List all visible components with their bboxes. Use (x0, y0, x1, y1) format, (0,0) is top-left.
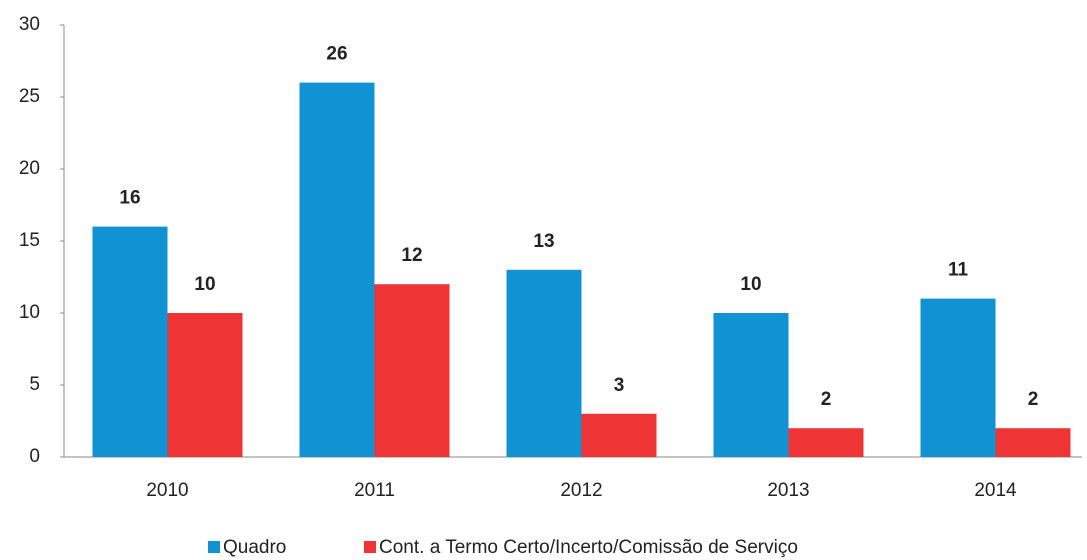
bar (167, 313, 243, 457)
x-tick-label: 2011 (354, 480, 395, 501)
bar (374, 284, 450, 457)
data-label: 11 (948, 260, 969, 281)
data-label: 13 (533, 231, 554, 252)
bar (299, 82, 375, 457)
data-label: 2 (821, 389, 832, 410)
legend-swatch (364, 541, 376, 553)
data-label: 16 (119, 188, 140, 209)
bar (506, 269, 582, 457)
bar (92, 226, 168, 457)
bar (713, 313, 789, 457)
legend-label: Cont. a Termo Certo/Incerto/Comissão de … (379, 537, 798, 558)
y-tick-label: 0 (29, 446, 40, 467)
bar (581, 413, 657, 457)
y-tick-label: 5 (29, 374, 40, 395)
data-label: 3 (614, 375, 625, 396)
y-tick-label: 15 (19, 230, 40, 251)
legend-swatch (208, 541, 220, 553)
y-tick-label: 30 (19, 14, 40, 35)
data-label: 10 (740, 274, 761, 295)
data-label: 2 (1028, 389, 1039, 410)
data-label: 26 (326, 44, 347, 65)
y-tick-label: 10 (19, 302, 40, 323)
legend-label: Quadro (223, 537, 286, 558)
bar (920, 298, 996, 457)
x-tick-label: 2010 (146, 480, 188, 501)
y-tick-label: 20 (19, 158, 40, 179)
x-tick-label: 2014 (974, 480, 1017, 501)
bar (788, 428, 864, 457)
bar (995, 428, 1071, 457)
data-label: 10 (194, 274, 215, 295)
y-tick-label: 25 (19, 86, 40, 107)
data-label: 12 (401, 245, 422, 266)
x-tick-label: 2012 (560, 480, 602, 501)
x-tick-label: 2013 (767, 480, 809, 501)
